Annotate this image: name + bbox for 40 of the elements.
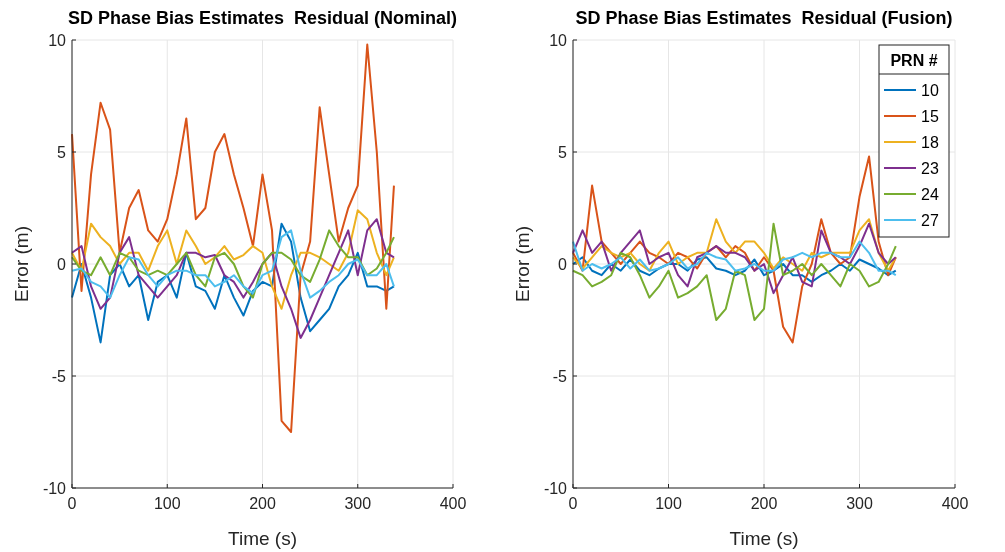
y-tick-label: 10 [549, 32, 568, 49]
legend-label: 24 [921, 186, 939, 203]
legend-label: 18 [921, 134, 939, 151]
y-tick-label: -10 [42, 480, 67, 497]
x-tick-label: 200 [249, 495, 276, 512]
line-series [71, 43, 395, 433]
y-tick-label: 10 [48, 32, 67, 49]
y-tick-label: 5 [57, 144, 67, 161]
y-tick-label: -10 [543, 480, 568, 497]
line-series [572, 222, 897, 321]
y-tick-label: 5 [558, 144, 568, 161]
x-tick-label: 400 [439, 495, 467, 512]
y-tick-label: 0 [558, 256, 568, 273]
y-axis-title: Error (m) [11, 226, 32, 302]
line-series [572, 218, 897, 272]
legend-label: 23 [921, 160, 939, 177]
x-axis-title: Time (s) [729, 528, 799, 549]
x-tick-label: 100 [153, 495, 181, 512]
chart-title: SD Phase Bias Estimates Residual (Nominal) [67, 8, 458, 28]
legend-label: 15 [921, 108, 939, 125]
x-tick-label: 300 [846, 495, 873, 512]
x-tick-label: 100 [655, 495, 682, 512]
line-series [572, 240, 897, 277]
line-series [71, 209, 395, 310]
legend-label: 27 [921, 212, 939, 229]
x-tick-label: 300 [344, 495, 372, 512]
x-axis-title: Time (s) [228, 528, 297, 549]
y-axis-title: Error (m) [512, 226, 533, 302]
line-series [572, 155, 897, 344]
legend-label: 10 [921, 82, 939, 99]
x-tick-label: 400 [941, 495, 969, 512]
x-tick-label: 200 [750, 495, 778, 512]
line-series [71, 229, 395, 299]
y-tick-label: -5 [51, 368, 67, 385]
line-series [572, 222, 897, 295]
y-tick-label: 0 [57, 256, 67, 273]
line-series [572, 256, 897, 283]
y-tick-label: -5 [552, 368, 568, 385]
chart-title: SD Phase Bias Estimates Residual (Fusion) [575, 8, 953, 28]
legend-title: PRN # [890, 52, 938, 69]
